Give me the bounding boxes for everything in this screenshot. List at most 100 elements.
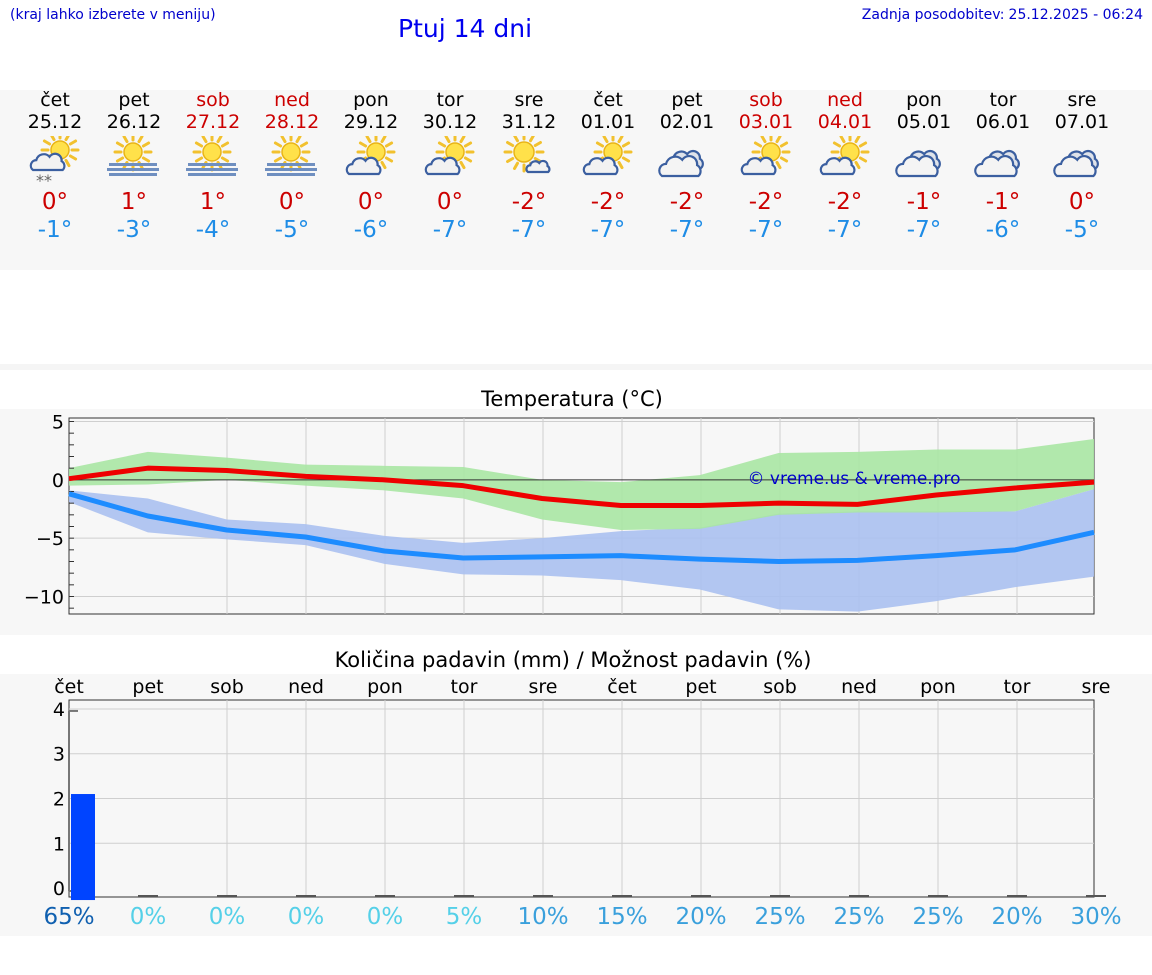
day-name: sob bbox=[749, 89, 783, 111]
forecast-day: pet 02.01 -2° -7° bbox=[647, 89, 727, 244]
day-name: čet bbox=[40, 89, 70, 111]
forecast-day: sre 31.12 -2° -7° bbox=[489, 89, 569, 244]
day-date: 01.01 bbox=[580, 111, 636, 133]
day-date: 05.01 bbox=[896, 111, 952, 133]
precip-day-label: pet bbox=[132, 676, 164, 698]
temperature-chart-title: Temperatura (°C) bbox=[481, 387, 663, 411]
precip-day-label: pet bbox=[685, 676, 717, 698]
location-hint-link[interactable]: (kraj lahko izberete v meniju) bbox=[10, 7, 216, 23]
min-temperature: -4° bbox=[195, 217, 231, 243]
forecast-day: sob 27.12 1° -4° bbox=[173, 89, 253, 244]
watermark: © vreme.us & vreme.pro bbox=[747, 469, 960, 489]
sun-fog-icon bbox=[265, 136, 317, 176]
precip-probability: 30% bbox=[1070, 904, 1122, 930]
y-tick-label: 2 bbox=[53, 789, 65, 811]
y-tick-label: −5 bbox=[36, 528, 64, 550]
min-temperature: -7° bbox=[669, 217, 705, 243]
precip-day-label: čet bbox=[54, 676, 84, 698]
precip-day-label: ned bbox=[288, 676, 324, 698]
day-name: tor bbox=[989, 89, 1017, 111]
sun-fog-icon bbox=[186, 136, 238, 176]
forecast-day: pon 29.12 0° -6° bbox=[331, 89, 411, 244]
forecast-day: pon 05.01 -1° -7° bbox=[884, 89, 964, 244]
sun-fog-icon bbox=[107, 136, 159, 176]
max-temperature: 1° bbox=[199, 189, 227, 215]
precip-day-label: sre bbox=[528, 676, 558, 698]
forecast-day-strip bbox=[0, 90, 1152, 270]
precip-probability: 65% bbox=[43, 904, 95, 930]
min-temperature: -7° bbox=[906, 217, 942, 243]
min-temperature: -7° bbox=[590, 217, 626, 243]
day-date: 30.12 bbox=[422, 111, 478, 133]
day-date: 06.01 bbox=[975, 111, 1031, 133]
precip-probability: 0% bbox=[208, 904, 246, 930]
forecast-day: čet 25.12 ** 0° -1° bbox=[15, 89, 95, 244]
day-name: pet bbox=[118, 89, 150, 111]
y-tick-label: 3 bbox=[53, 744, 65, 766]
precipitation-bar bbox=[71, 794, 95, 901]
partly-cloudy-icon bbox=[740, 136, 791, 176]
mostly-sunny-icon bbox=[503, 136, 551, 174]
day-date: 29.12 bbox=[343, 111, 399, 133]
partly-cloudy-icon bbox=[345, 136, 396, 176]
max-temperature: 0° bbox=[436, 189, 464, 215]
precip-probability: 20% bbox=[675, 904, 727, 930]
day-date: 25.12 bbox=[27, 111, 83, 133]
day-name: pon bbox=[906, 89, 942, 111]
min-temperature: -7° bbox=[511, 217, 547, 243]
precip-day-label: pon bbox=[367, 676, 403, 698]
max-temperature: -2° bbox=[669, 189, 705, 215]
day-name: tor bbox=[436, 89, 464, 111]
partly-cloudy-snow-icon: ** bbox=[29, 136, 80, 188]
max-temperature: 0° bbox=[278, 189, 306, 215]
day-date: 31.12 bbox=[501, 111, 557, 133]
day-name: ned bbox=[274, 89, 310, 111]
day-name: sre bbox=[514, 89, 544, 111]
y-tick-label: 1 bbox=[53, 833, 65, 855]
page-title: Ptuj 14 dni bbox=[398, 14, 533, 43]
day-name: pet bbox=[671, 89, 703, 111]
precip-day-label: tor bbox=[450, 676, 478, 698]
y-tick-label: 0 bbox=[53, 878, 65, 900]
forecast-day: tor 06.01 -1° -6° bbox=[963, 89, 1043, 244]
min-temperature-band bbox=[69, 489, 1094, 612]
day-name: čet bbox=[593, 89, 623, 111]
min-temperature: -5° bbox=[274, 217, 310, 243]
day-date: 02.01 bbox=[659, 111, 715, 133]
day-name: sob bbox=[196, 89, 230, 111]
max-temperature: 0° bbox=[357, 189, 385, 215]
forecast-day: pet 26.12 1° -3° bbox=[94, 89, 174, 244]
precip-probability: 25% bbox=[912, 904, 964, 930]
precipitation-chart-title: Količina padavin (mm) / Možnost padavin … bbox=[334, 648, 812, 672]
last-updated-value: 25.12.2025 - 06:24 bbox=[1008, 7, 1143, 23]
day-name: pon bbox=[353, 89, 389, 111]
forecast-day: ned 04.01 -2° -7° bbox=[805, 89, 885, 244]
max-temperature-line bbox=[68, 465, 1095, 508]
min-temperature-line bbox=[68, 491, 1095, 564]
precip-day-label: sob bbox=[210, 676, 244, 698]
precip-day-label: ned bbox=[841, 676, 877, 698]
min-temperature: -5° bbox=[1064, 217, 1100, 243]
forecast-day: sob 03.01 -2° -7° bbox=[726, 89, 806, 244]
forecast-day: tor 30.12 0° -7° bbox=[410, 89, 490, 244]
max-temperature: -2° bbox=[827, 189, 863, 215]
max-temperature: 1° bbox=[120, 189, 148, 215]
partly-cloudy-icon bbox=[582, 136, 633, 176]
precip-probability: 10% bbox=[517, 904, 569, 930]
cloudy-icon bbox=[895, 149, 941, 178]
max-temperature: -1° bbox=[906, 189, 942, 215]
min-temperature: -1° bbox=[37, 217, 73, 243]
precip-probability: 15% bbox=[596, 904, 648, 930]
precip-probability: 20% bbox=[991, 904, 1043, 930]
day-date: 28.12 bbox=[264, 111, 320, 133]
max-temperature: -2° bbox=[748, 189, 784, 215]
precip-day-label: sob bbox=[763, 676, 797, 698]
precip-probability: 25% bbox=[833, 904, 885, 930]
y-tick-label: −10 bbox=[24, 587, 64, 609]
day-name: ned bbox=[827, 89, 863, 111]
y-tick-label: 4 bbox=[53, 699, 65, 721]
day-date: 04.01 bbox=[817, 111, 873, 133]
cloudy-icon bbox=[1053, 149, 1099, 178]
max-temperature: -1° bbox=[985, 189, 1021, 215]
